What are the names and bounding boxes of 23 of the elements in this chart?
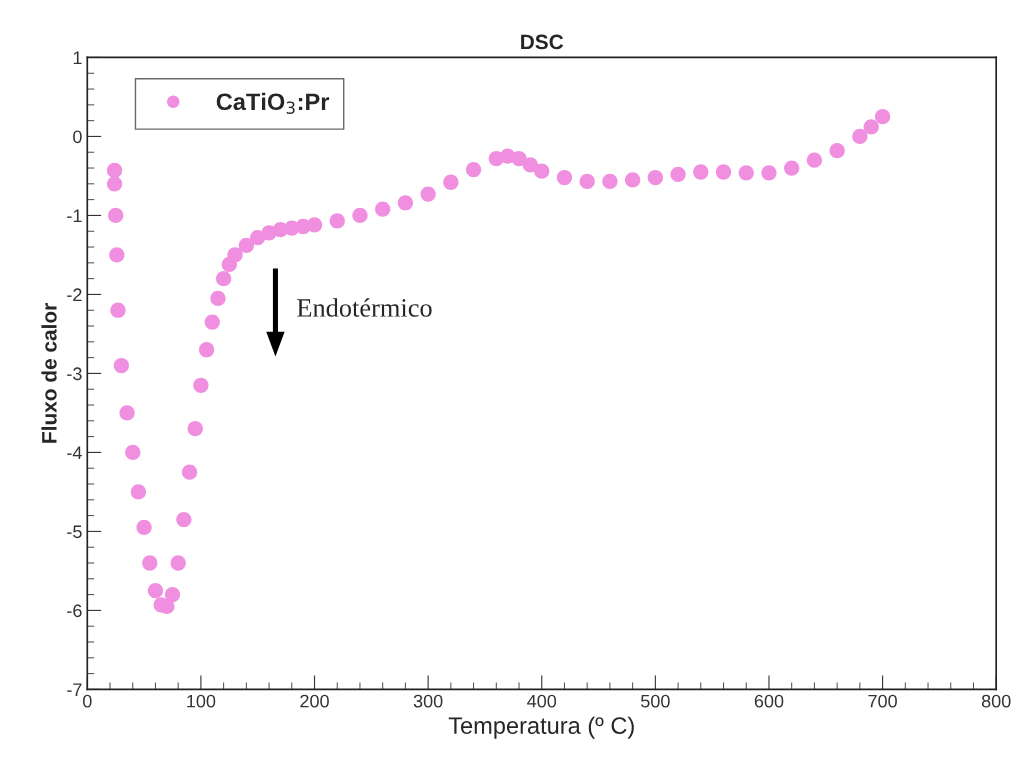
x-tick-label: 800: [981, 694, 1011, 708]
annotation: Endotérmico: [297, 298, 432, 317]
y-tick-label: -2: [67, 288, 82, 301]
y-tick-label: -3: [67, 367, 82, 381]
y-axis-title: Fluxo de calor: [41, 303, 57, 443]
x-tick-label: 0: [82, 694, 92, 708]
y-tick-label: -7: [67, 683, 82, 696]
x-tick-label: 200: [300, 694, 329, 708]
y-tick-label: -4: [67, 446, 82, 459]
chart-title: DSC: [521, 34, 564, 50]
y-tick-label: 1: [73, 51, 82, 64]
x-tick-label: 300: [413, 694, 443, 708]
x-tick-label: 600: [754, 694, 784, 708]
y-tick-label: -5: [67, 525, 82, 539]
x-axis-title: Temperatura (º C): [448, 716, 634, 739]
y-tick-label: 0: [73, 130, 82, 144]
y-tick-label: -6: [67, 604, 82, 618]
x-tick-label: 700: [868, 694, 897, 708]
x-tick-label: 100: [187, 694, 216, 708]
x-tick-label: 400: [527, 694, 557, 708]
y-tick-label: -1: [67, 209, 82, 222]
legend-label: CaTiO$_{3}$:Pr: [216, 92, 330, 114]
x-tick-label: 500: [641, 694, 670, 708]
